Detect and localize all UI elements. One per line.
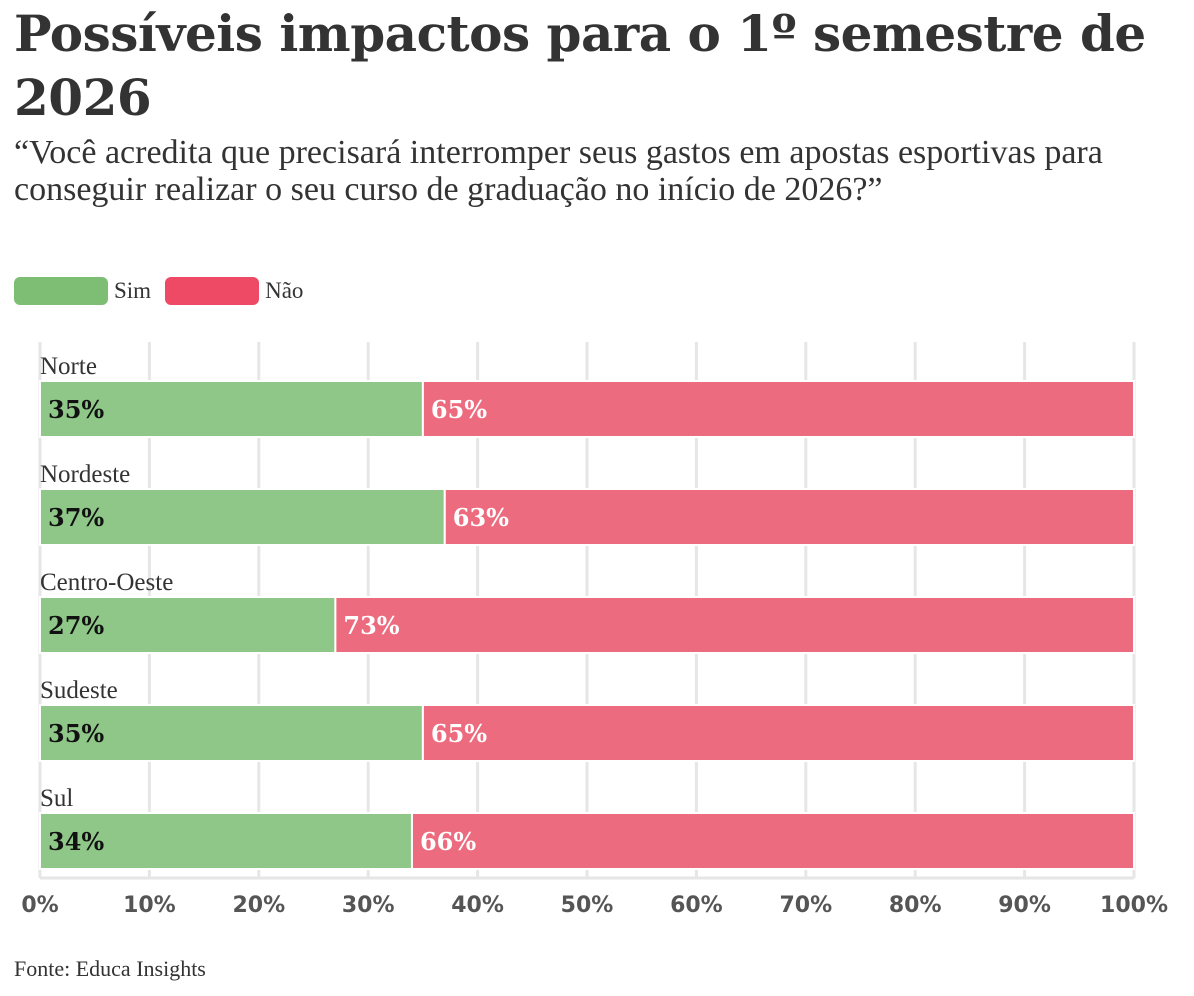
legend-item-sim: Sim (14, 277, 151, 305)
category-label-sudeste: Sudeste (40, 677, 118, 704)
category-label-norte: Norte (40, 353, 97, 380)
tick-label-90: 90% (998, 893, 1051, 918)
category-label-centro-oeste: Centro-Oeste (40, 569, 173, 596)
source-note: Fonte: Educa Insights (14, 956, 206, 981)
bar-não-nordeste (443, 488, 1135, 546)
value-label-sim-nordeste: 37% (48, 503, 104, 532)
value-label-sim-centro-oeste: 27% (48, 611, 104, 640)
tick-label-10: 10% (123, 893, 176, 918)
value-label-sim-norte: 35% (48, 395, 104, 424)
chart-title: Possíveis impactos para o 1º semestre de… (14, 4, 1146, 127)
category-label-sul: Sul (40, 785, 73, 812)
bar-não-sudeste (421, 704, 1135, 762)
legend-swatch-sim (14, 277, 108, 305)
tick-label-60: 60% (670, 893, 723, 918)
category-label-nordeste: Nordeste (40, 461, 130, 488)
bar-não-norte (421, 380, 1135, 438)
legend: Sim Não (14, 277, 317, 305)
tick-label-100: 100% (1100, 893, 1168, 918)
tick-label-40: 40% (451, 893, 504, 918)
stacked-bar-chart: Norte 35% 65% Nordeste 37% 63% Centro-Oeste 27%… (21, 342, 1168, 918)
tick-label-50: 50% (561, 893, 614, 918)
value-label-não-sul: 66% (420, 827, 476, 856)
bar-sim-sul (39, 812, 413, 870)
value-label-não-centro-oeste: 73% (343, 611, 399, 640)
bar-sim-sudeste (39, 704, 424, 762)
value-label-não-sudeste: 65% (431, 719, 487, 748)
bar-não-centro-oeste (334, 596, 1135, 654)
tick-label-70: 70% (779, 893, 832, 918)
bar-não-sul (410, 812, 1135, 870)
bar-sim-centro-oeste (39, 596, 337, 654)
legend-label-nao: Não (265, 278, 304, 303)
legend-item-nao: Não (165, 277, 303, 305)
tick-label-80: 80% (889, 893, 942, 918)
legend-swatch-nao (165, 277, 260, 305)
tick-label-20: 20% (232, 893, 285, 918)
value-label-sim-sudeste: 35% (48, 719, 104, 748)
value-label-não-nordeste: 63% (453, 503, 509, 532)
chart-subtitle: “Você acredita que precisará interromper… (14, 134, 1103, 208)
tick-label-0: 0% (21, 893, 58, 918)
tick-label-30: 30% (342, 893, 395, 918)
bar-sim-norte (39, 380, 424, 438)
value-label-não-norte: 65% (431, 395, 487, 424)
value-label-sim-sul: 34% (48, 827, 104, 856)
bar-sim-nordeste (39, 488, 446, 546)
legend-label-sim: Sim (114, 278, 152, 303)
